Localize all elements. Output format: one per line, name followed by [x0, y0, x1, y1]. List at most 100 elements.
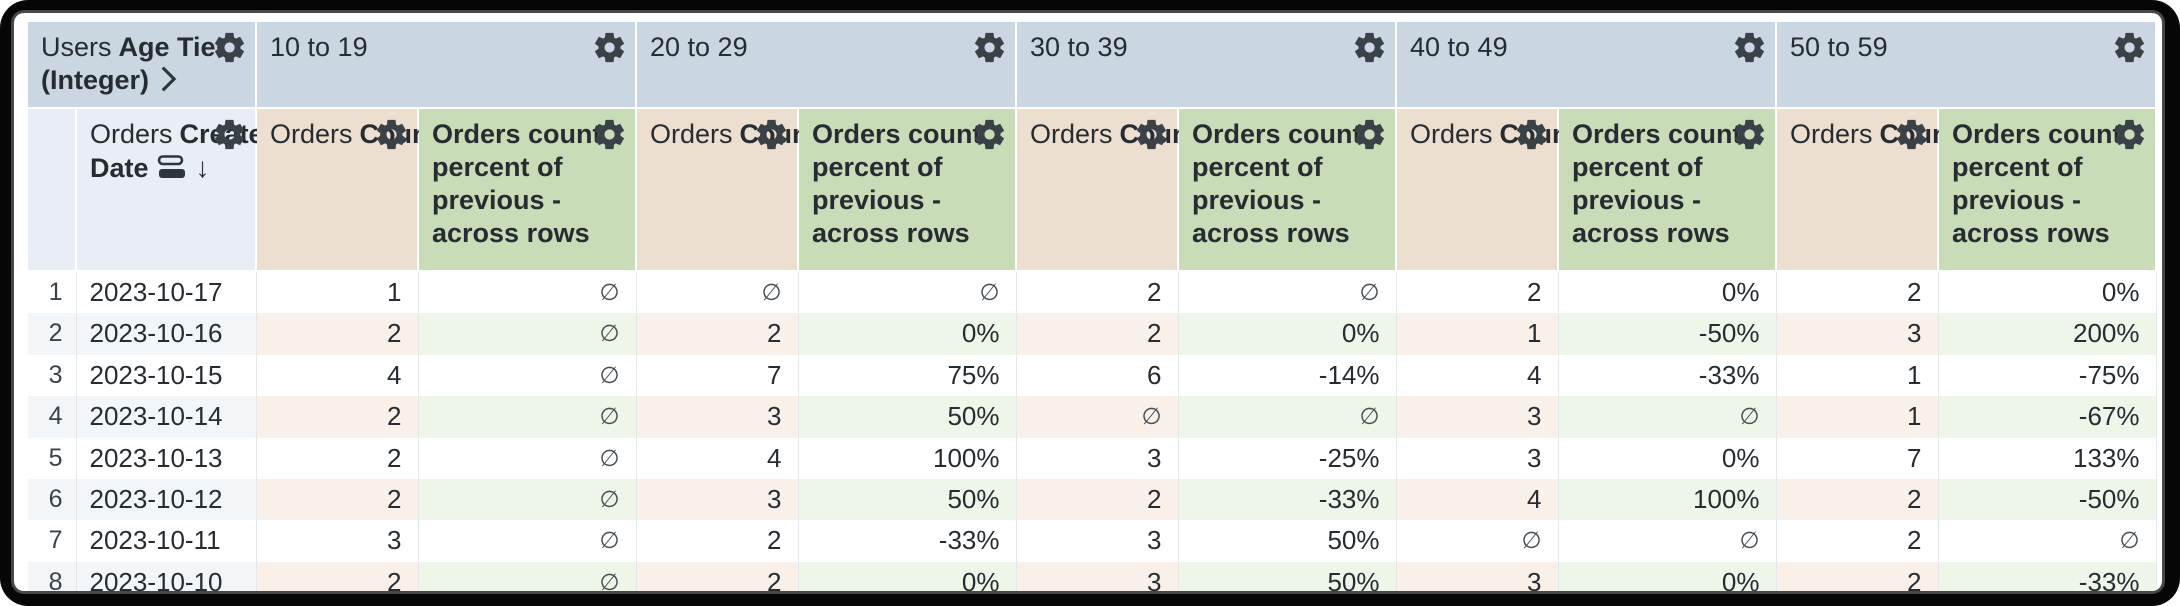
count-cell[interactable]: 2	[636, 561, 799, 591]
count-cell[interactable]: 2	[1016, 271, 1179, 314]
count-column-header[interactable]: OrdersCount	[1016, 108, 1198, 272]
date-column-header[interactable]: Orders Created Date ↓	[76, 108, 280, 272]
date-cell[interactable]: 2023-10-10	[76, 561, 257, 591]
count-cell[interactable]: ∅	[636, 271, 799, 314]
count-column-header[interactable]: OrdersCount	[636, 108, 818, 272]
count-column-header[interactable]: OrdersCount	[1396, 108, 1578, 272]
percent-cell[interactable]: -14%	[1178, 354, 1397, 397]
count-cell[interactable]: 2	[1776, 561, 1939, 591]
percent-cell[interactable]: ∅	[1938, 520, 2157, 562]
count-cell[interactable]: 6	[1016, 354, 1179, 397]
count-cell[interactable]: 3	[1396, 437, 1559, 480]
gear-icon[interactable]	[1134, 117, 1169, 152]
percent-column-header[interactable]: Orders count percent of previous - acros…	[1938, 108, 2157, 272]
count-cell[interactable]: 2	[256, 313, 419, 355]
count-cell[interactable]: 4	[636, 437, 799, 480]
count-cell[interactable]: 3	[1396, 561, 1559, 591]
bars-icon[interactable]	[157, 154, 187, 181]
count-cell[interactable]: 2	[1396, 271, 1559, 314]
percent-cell[interactable]: 0%	[1938, 271, 2157, 314]
count-cell[interactable]: 3	[256, 520, 419, 562]
percent-cell[interactable]: -33%	[1178, 479, 1397, 521]
pivot-group-header[interactable]: 40 to 49	[1396, 22, 1777, 109]
percent-cell[interactable]: ∅	[418, 561, 637, 591]
count-cell[interactable]: 3	[1396, 396, 1559, 438]
percent-cell[interactable]: ∅	[418, 354, 637, 397]
pivot-group-header[interactable]: 50 to 59	[1776, 22, 2157, 109]
count-cell[interactable]: 4	[1396, 479, 1559, 521]
count-cell[interactable]: 2	[1776, 520, 1939, 562]
count-cell[interactable]: 1	[1396, 313, 1559, 355]
percent-cell[interactable]: ∅	[798, 271, 1017, 314]
gear-icon[interactable]	[2112, 30, 2147, 65]
pivot-dimension-header[interactable]: Users Age Tier (Integer)	[28, 22, 257, 109]
gear-icon[interactable]	[1732, 30, 1767, 65]
percent-cell[interactable]: 50%	[1178, 561, 1397, 591]
count-cell[interactable]: 2	[256, 437, 419, 480]
percent-cell[interactable]: -50%	[1558, 313, 1777, 355]
date-cell[interactable]: 2023-10-15	[76, 354, 257, 397]
count-cell[interactable]: 2	[256, 561, 419, 591]
percent-cell[interactable]: ∅	[418, 479, 637, 521]
date-cell[interactable]: 2023-10-12	[76, 479, 257, 521]
count-cell[interactable]: 2	[1776, 479, 1939, 521]
pivot-group-header[interactable]: 20 to 29	[636, 22, 1017, 109]
count-cell[interactable]: 2	[636, 520, 799, 562]
percent-cell[interactable]: 50%	[798, 479, 1017, 521]
count-cell[interactable]: 2	[636, 313, 799, 355]
arrow-down-icon[interactable]: ↓	[195, 152, 210, 183]
percent-cell[interactable]: ∅	[418, 437, 637, 480]
count-cell[interactable]: 1	[256, 271, 419, 314]
gear-icon[interactable]	[972, 30, 1007, 65]
count-cell[interactable]: 7	[636, 354, 799, 397]
gear-icon[interactable]	[1352, 117, 1387, 152]
gear-icon[interactable]	[2112, 117, 2147, 152]
percent-cell[interactable]: ∅	[1178, 271, 1397, 314]
count-column-header[interactable]: OrdersCount	[1776, 108, 1958, 272]
percent-cell[interactable]: 0%	[798, 313, 1017, 355]
percent-cell[interactable]: 50%	[1178, 520, 1397, 562]
percent-column-header[interactable]: Orders count percent of previous - acros…	[418, 108, 637, 272]
count-column-header[interactable]: OrdersCount	[256, 108, 438, 272]
percent-cell[interactable]: ∅	[1558, 520, 1777, 562]
percent-cell[interactable]: ∅	[418, 313, 637, 355]
gear-icon[interactable]	[374, 117, 409, 152]
percent-cell[interactable]: -33%	[1558, 354, 1777, 397]
count-cell[interactable]: 2	[256, 396, 419, 438]
count-cell[interactable]: 2	[256, 479, 419, 521]
gear-icon[interactable]	[212, 117, 247, 152]
count-cell[interactable]: 2	[1016, 479, 1179, 521]
percent-cell[interactable]: 0%	[798, 561, 1017, 591]
count-cell[interactable]: 4	[256, 354, 419, 397]
percent-cell[interactable]: ∅	[418, 271, 637, 314]
gear-icon[interactable]	[592, 117, 627, 152]
gear-icon[interactable]	[592, 30, 627, 65]
percent-cell[interactable]: ∅	[418, 520, 637, 562]
percent-column-header[interactable]: Orders count percent of previous - acros…	[1558, 108, 1777, 272]
percent-cell[interactable]: ∅	[1178, 396, 1397, 438]
gear-icon[interactable]	[1894, 117, 1929, 152]
date-cell[interactable]: 2023-10-16	[76, 313, 257, 355]
date-cell[interactable]: 2023-10-14	[76, 396, 257, 438]
gear-icon[interactable]	[972, 117, 1007, 152]
count-cell[interactable]: 2	[1016, 313, 1179, 355]
percent-column-header[interactable]: Orders count percent of previous - acros…	[1178, 108, 1397, 272]
gear-icon[interactable]	[1732, 117, 1767, 152]
percent-cell[interactable]: 75%	[798, 354, 1017, 397]
pivot-group-header[interactable]: 10 to 19	[256, 22, 637, 109]
chevron-right-icon[interactable]	[157, 65, 179, 101]
percent-cell[interactable]: 200%	[1938, 313, 2157, 355]
percent-cell[interactable]: 50%	[798, 396, 1017, 438]
percent-cell[interactable]: -25%	[1178, 437, 1397, 480]
percent-cell[interactable]: ∅	[1558, 396, 1777, 438]
date-cell[interactable]: 2023-10-13	[76, 437, 257, 480]
gear-icon[interactable]	[754, 117, 789, 152]
percent-cell[interactable]: ∅	[418, 396, 637, 438]
percent-cell[interactable]: 0%	[1558, 561, 1777, 591]
percent-cell[interactable]: 100%	[1558, 479, 1777, 521]
count-cell[interactable]: 3	[1016, 561, 1179, 591]
percent-cell[interactable]: 0%	[1178, 313, 1397, 355]
percent-column-header[interactable]: Orders count percent of previous - acros…	[798, 108, 1017, 272]
gear-icon[interactable]	[212, 30, 247, 65]
gear-icon[interactable]	[1514, 117, 1549, 152]
